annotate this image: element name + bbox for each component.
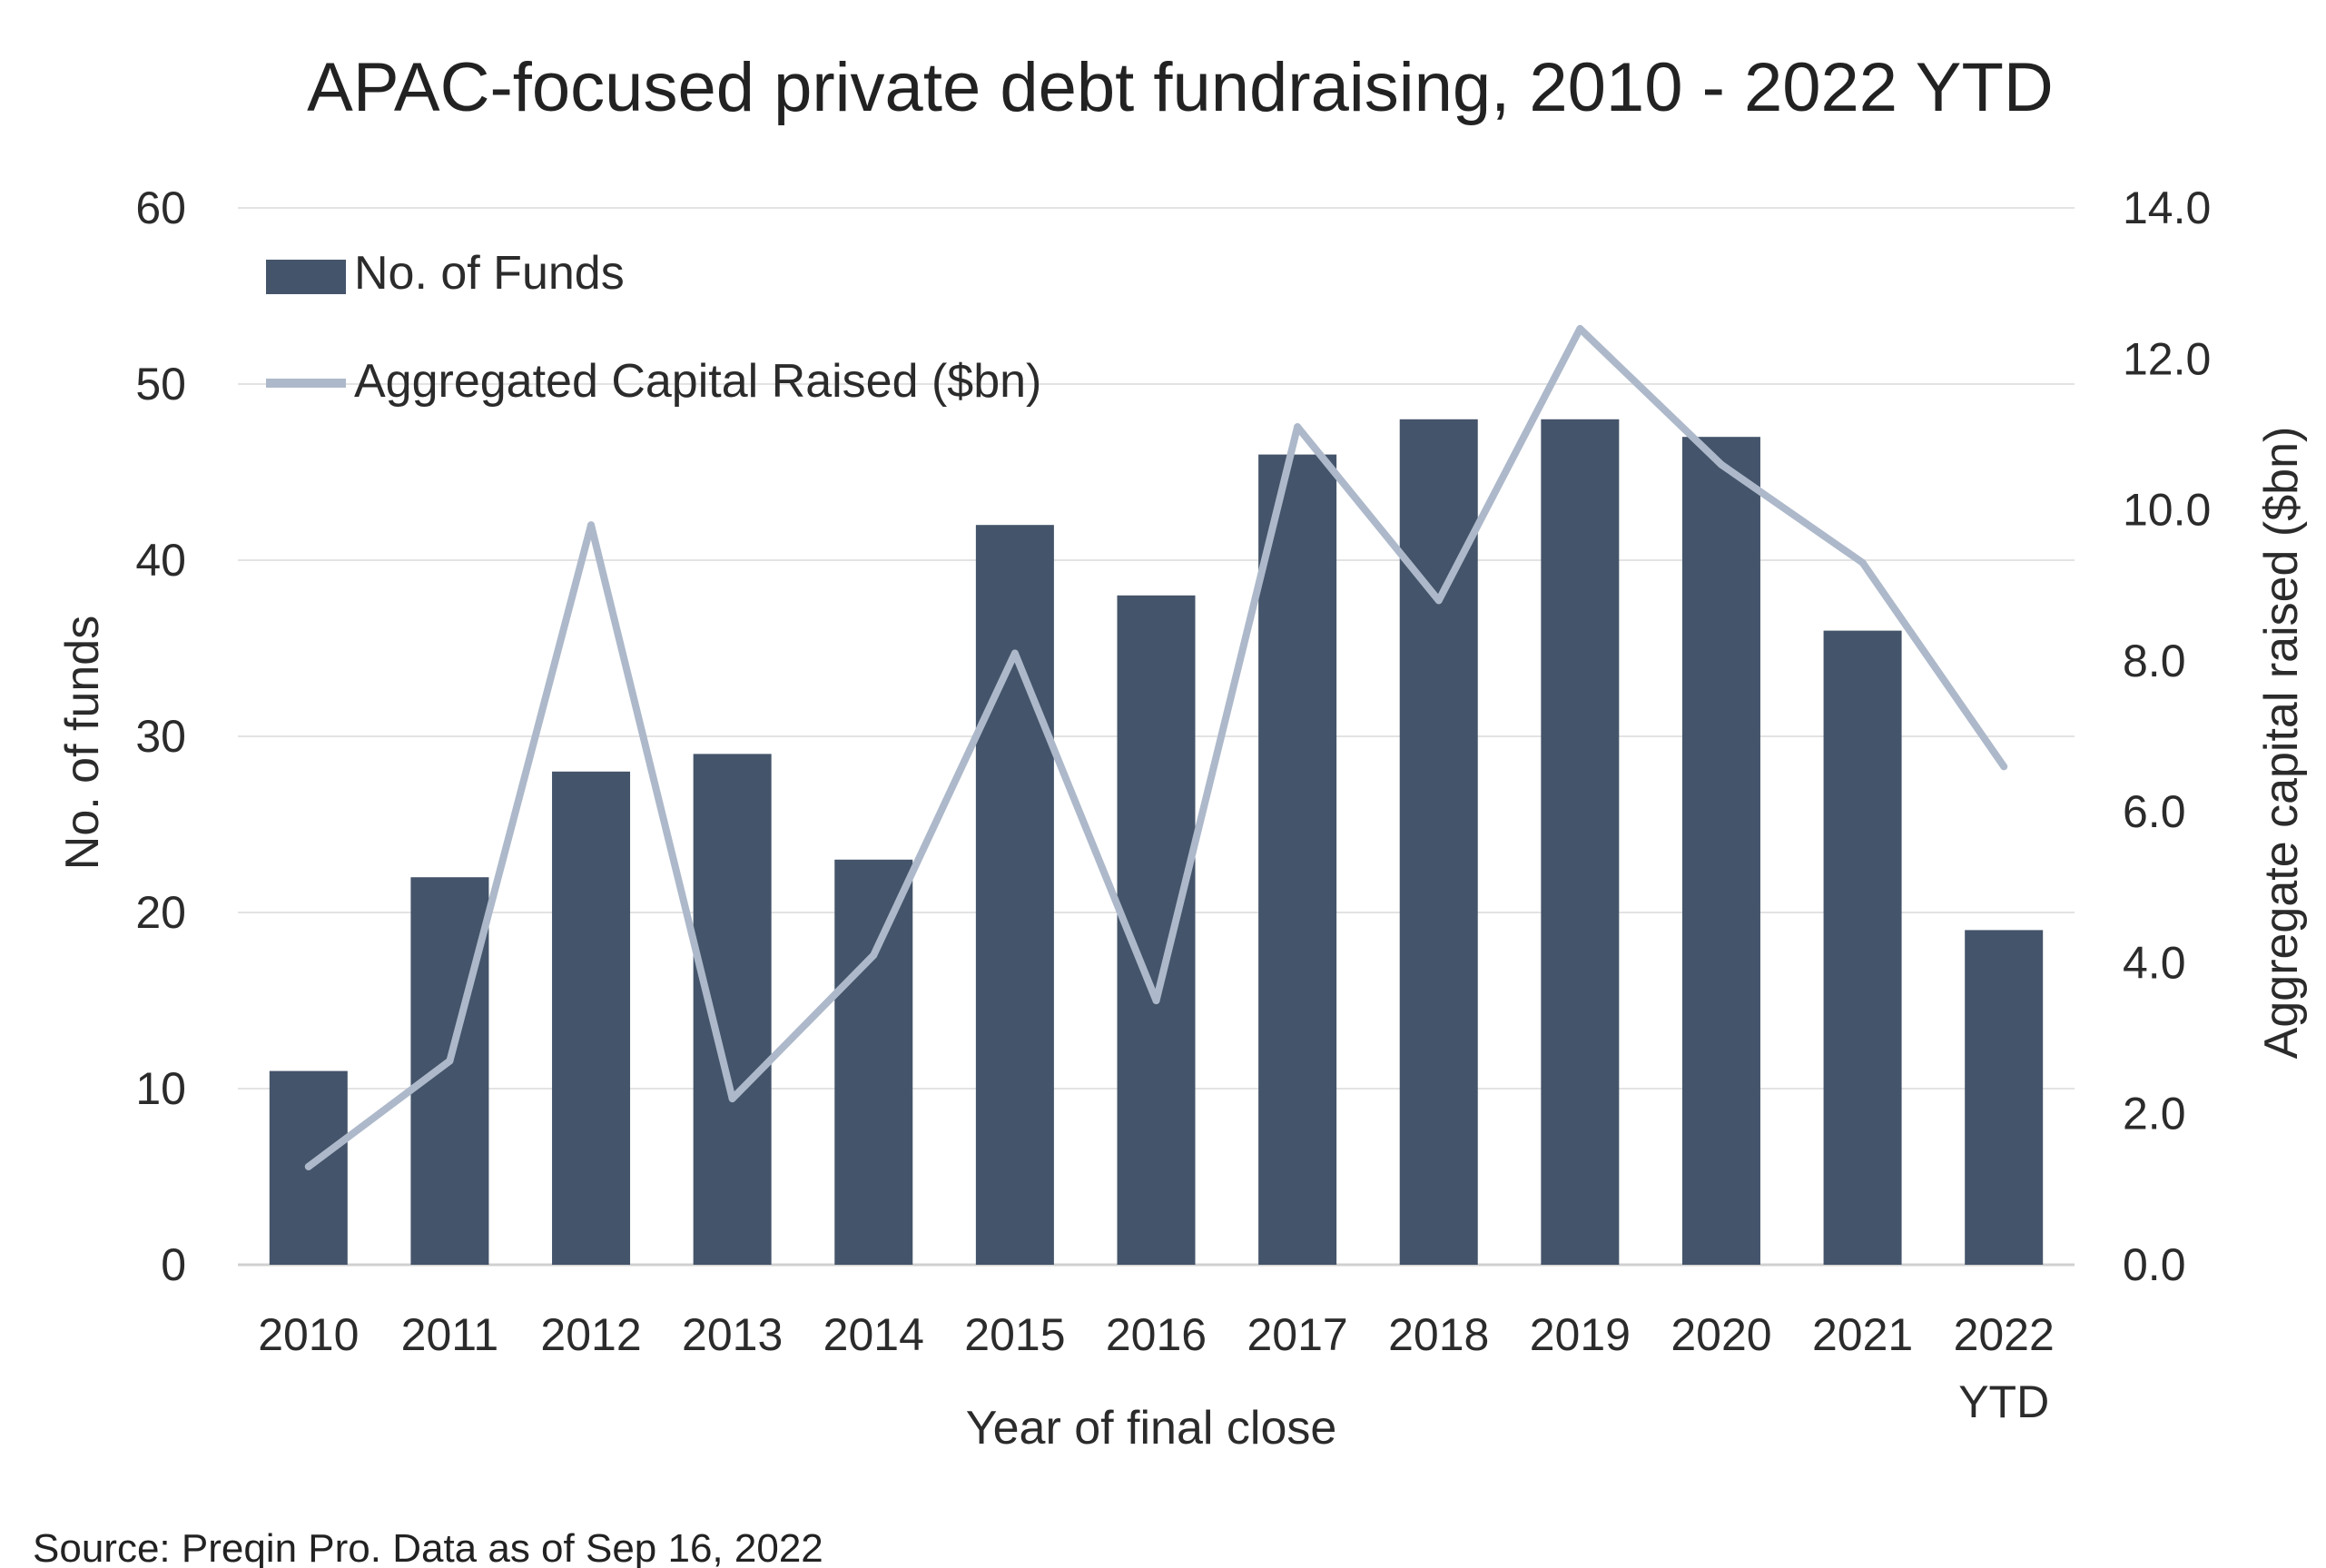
y-tick-label: 50 [135,359,186,409]
y-axis-title: No. of funds [56,616,109,870]
y2-tick-label: 0.0 [2123,1239,2186,1290]
x-tick-label: 2011 [401,1309,499,1360]
y-tick-label: 40 [135,535,186,586]
bar [1258,454,1337,1266]
bar [975,525,1054,1265]
line-point [446,1057,454,1065]
bar [1399,419,1478,1265]
line-point [2000,763,2008,771]
legend-label-capital: Aggregated Capital Raised ($bn) [354,355,1041,408]
x-tick-line: 2014 [823,1309,924,1360]
legend-swatch-funds [266,260,346,294]
y-tick-label: 60 [135,182,186,233]
line-point [1717,460,1725,468]
x-tick-label: 2014 [823,1309,924,1360]
x-tick-label: 2019 [1530,1309,1631,1360]
bar [552,771,631,1265]
bar [1823,630,1902,1265]
line-point [1576,325,1584,333]
y2-tick-label: 8.0 [2123,636,2186,686]
x-axis-title: Year of final close [966,1402,1337,1455]
y2-tick-label: 2.0 [2123,1089,2186,1139]
y2-tick-label: 12.0 [2123,333,2211,384]
x-tick-line: 2017 [1247,1309,1347,1360]
line-point [587,521,596,529]
x-tick-line: 2022 [1954,1309,2055,1360]
y-tick-label: 20 [135,887,186,938]
x-tick-line: 2019 [1530,1309,1631,1360]
x-tick-label: 2010 [258,1309,359,1360]
x-tick-label: 2013 [682,1309,783,1360]
source-note: Source: Preqin Pro. Data as of Sep 16, 2… [33,1526,823,1568]
x-tick-line: 2016 [1106,1309,1207,1360]
y2-tick-label: 4.0 [2123,937,2186,988]
x-tick-label: 2016 [1106,1309,1207,1360]
x-tick-label: 2015 [964,1309,1065,1360]
x-tick-label: 2021 [1812,1309,1913,1360]
bar [1965,930,2044,1265]
x-tick-line: 2013 [682,1309,783,1360]
x-tick-line: 2015 [964,1309,1065,1360]
right-axis-ticks: 0.0 2.0 4.0 6.0 8.0 10.0 12.0 14.0 [2123,182,2211,1290]
x-tick-line: 2021 [1812,1309,1913,1360]
y2-tick-label: 14.0 [2123,182,2211,233]
bar [834,859,913,1265]
x-tick-line: 2020 [1671,1309,1771,1360]
line-point [870,952,878,960]
gridlines [238,207,2075,1267]
y-tick-label: 10 [135,1063,186,1114]
bar-series [269,419,2044,1266]
line-point [1152,997,1160,1004]
x-tick-label: 2017 [1247,1309,1347,1360]
x-tick-label: 2018 [1388,1309,1489,1360]
y-tick-label: 0 [161,1239,186,1290]
y2-tick-label: 6.0 [2123,786,2186,837]
line-point [1434,597,1443,605]
legend-label-funds: No. of Funds [354,247,625,300]
x-tick-line: 2018 [1388,1309,1489,1360]
bar [693,754,772,1265]
y2-axis-title: Aggregate capital raised ($bn) [2255,427,2308,1060]
x-tick-line: 2010 [258,1309,359,1360]
y-tick-label: 30 [135,711,186,762]
y2-tick-label: 10.0 [2123,485,2211,536]
x-axis-ticks: 2010 2011 2012 2013 2014 2015 2016 2017 2018 2019… [258,1309,2055,1427]
left-axis-ticks: 0 10 20 30 40 50 60 [135,182,186,1290]
legend: No. of Funds Aggregated Capital Raised (… [266,247,1041,408]
line-point [1294,423,1302,431]
x-tick-label: 2022 YTD [1954,1309,2055,1427]
x-tick-line: YTD [1958,1376,2049,1427]
bar [1541,419,1620,1265]
line-series [304,325,2008,1170]
chart-title: APAC-focused private debt fundraising, 2… [307,49,2054,126]
x-tick-line: 2012 [540,1309,641,1360]
x-tick-label: 2020 [1671,1309,1771,1360]
x-tick-label: 2012 [540,1309,641,1360]
bar [1681,437,1760,1265]
line-point [1858,558,1867,567]
bar [410,877,489,1265]
line-point [728,1095,736,1103]
x-tick-line: 2011 [401,1309,499,1360]
line-point [1010,649,1019,657]
line-point [304,1162,312,1170]
